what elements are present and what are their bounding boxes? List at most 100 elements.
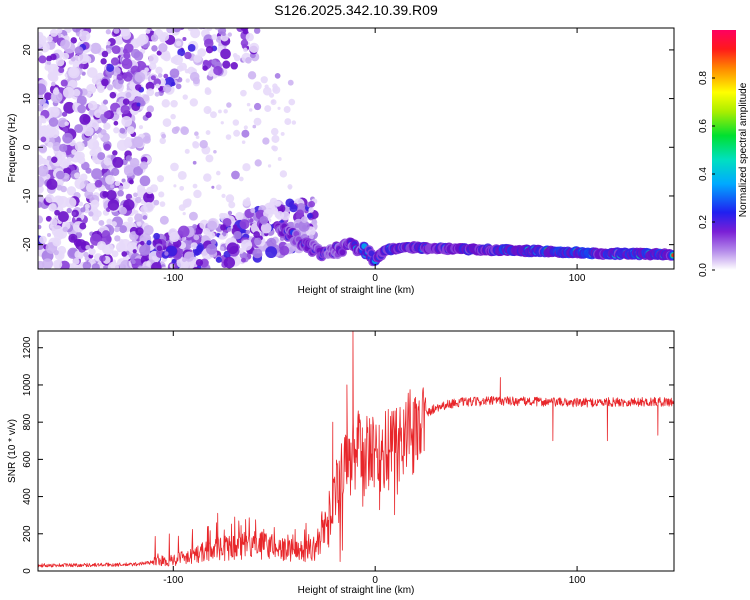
spectrogram-cell xyxy=(229,20,235,26)
spectrogram-cell xyxy=(137,276,142,281)
spectrogram-cell xyxy=(62,86,75,99)
spectrogram-cell xyxy=(236,212,244,220)
spectrogram-y-tick-label: 0 xyxy=(22,144,33,150)
spectrogram-cell xyxy=(80,207,86,213)
spectrogram-cell xyxy=(175,40,182,47)
spectrogram-cell xyxy=(190,242,198,250)
spectrogram-cell xyxy=(192,266,201,269)
spectrogram-cell xyxy=(56,184,63,191)
spectrogram-cell xyxy=(153,273,162,282)
spectrogram-cell xyxy=(114,180,121,187)
spectrogram-cell xyxy=(52,88,60,95)
spectrogram-cell xyxy=(232,224,238,229)
spectrogram-cell xyxy=(262,137,270,145)
spectrogram-cell xyxy=(137,184,146,193)
spectrogram-cell xyxy=(243,47,248,53)
spectrogram-cell xyxy=(240,89,247,97)
spectrogram-cell xyxy=(113,127,120,134)
spectrogram-cell xyxy=(88,211,94,217)
spectrogram-cell xyxy=(221,32,226,37)
spectrogram-cell xyxy=(38,165,49,177)
spectrogram-cell xyxy=(218,109,222,114)
spectrogram-y-axis-label: Frequency (Hz) xyxy=(7,114,18,183)
spectrogram-cell xyxy=(223,256,236,269)
spectrogram-cell xyxy=(39,157,47,165)
spectrogram-cell xyxy=(52,259,63,269)
spectrogram-cell xyxy=(122,98,130,106)
spectrogram-cell xyxy=(195,135,200,140)
spectrogram-cell xyxy=(142,270,153,281)
spectrogram-cell xyxy=(267,164,272,168)
spectrogram-cell xyxy=(339,249,346,256)
spectrogram-cell xyxy=(83,180,89,185)
spectrogram-cell xyxy=(132,249,137,254)
spectrogram-cell xyxy=(205,130,211,135)
spectrogram-cell xyxy=(74,46,84,56)
spectrogram-cell xyxy=(179,185,185,191)
spectrogram-cell xyxy=(192,77,200,85)
spectrogram-cell xyxy=(54,209,60,216)
spectrogram-cell xyxy=(40,136,47,143)
spectrogram-cell xyxy=(45,215,52,222)
colorbar-label: Normalized spectral amplitude xyxy=(738,82,749,217)
colorbar: 0.0 0.2 0.4 0.6 0.8 Normalized spectral ampl… xyxy=(698,30,749,277)
spectrogram-cell xyxy=(117,189,124,197)
spectrogram-cell xyxy=(164,251,169,256)
spectrogram-cell xyxy=(53,249,59,256)
spectrogram-cell xyxy=(55,170,65,180)
spectrogram-cell xyxy=(132,266,139,269)
spectrogram-cell xyxy=(120,259,132,269)
spectrogram-cell xyxy=(210,111,217,119)
spectrogram-cell xyxy=(45,194,55,203)
spectrogram-cell xyxy=(46,178,58,190)
spectrogram-cell xyxy=(94,210,102,218)
snr-frame xyxy=(37,330,675,572)
spectrogram-cell xyxy=(233,54,241,62)
spectrogram-cell xyxy=(48,117,59,127)
spectrogram-cell xyxy=(259,215,269,225)
spectrogram-cell xyxy=(106,64,115,72)
spectrogram-cell xyxy=(78,201,84,207)
snr-x-axis-label: Height of straight line (km) xyxy=(298,585,415,596)
spectrogram-cell xyxy=(76,265,82,269)
spectrogram-cell xyxy=(143,272,154,283)
snr-y-tick-label: 400 xyxy=(22,488,33,505)
spectrogram-cell xyxy=(211,8,218,15)
spectrogram-cell xyxy=(113,120,119,126)
spectrogram-cell xyxy=(134,196,142,204)
spectrogram-heat-layer xyxy=(38,3,674,283)
spectrogram-cell xyxy=(228,3,234,9)
spectrogram-cell xyxy=(72,211,77,216)
spectrogram-cell xyxy=(38,215,44,224)
spectrogram-cell xyxy=(182,202,188,209)
spectrogram-cell xyxy=(163,55,168,60)
spectrogram-cell xyxy=(197,48,207,57)
spectrogram-cell xyxy=(176,65,184,72)
spectrogram-cell xyxy=(255,12,261,18)
spectrogram-cell xyxy=(121,178,126,183)
spectrogram-cell xyxy=(38,104,44,112)
colorbar-tick-label: 0.8 xyxy=(698,71,709,85)
spectrogram-cell xyxy=(122,181,130,190)
spectrogram-cell xyxy=(134,273,139,278)
spectrogram-cell xyxy=(192,183,198,189)
spectrogram-cell xyxy=(38,115,46,123)
spectrogram-cell xyxy=(127,216,134,223)
spectrogram-cell xyxy=(94,179,103,188)
spectrogram-cell xyxy=(241,129,250,138)
spectrogram-cell xyxy=(79,113,91,125)
spectrogram-cell xyxy=(46,35,53,43)
spectrogram-cell xyxy=(252,124,257,129)
spectrogram-cell xyxy=(182,94,188,100)
spectrogram-cell xyxy=(294,222,300,229)
spectrogram-cell xyxy=(221,16,232,27)
spectrogram-cell xyxy=(215,256,222,263)
spectrogram-cell xyxy=(248,6,256,14)
spectrogram-frame xyxy=(37,27,675,270)
spectrogram-cell xyxy=(105,174,115,185)
spectrogram-cell xyxy=(202,65,208,71)
spectrogram-cell xyxy=(49,28,58,37)
spectrogram-cell xyxy=(170,113,176,120)
spectrogram-cell xyxy=(203,173,212,182)
